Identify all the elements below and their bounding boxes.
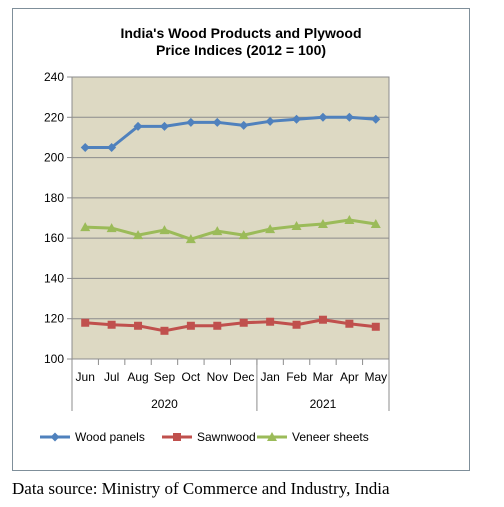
data-point-veneer-sheets [133, 230, 144, 240]
x-tick-label: Nov [207, 370, 228, 384]
legend-marker [50, 432, 60, 442]
data-point-wood-panels [371, 114, 381, 124]
legend-label: Wood panels [75, 430, 145, 444]
y-tick-label: 140 [44, 271, 64, 285]
year-label: 2021 [310, 397, 337, 411]
legend-item-sawnwood: Sawnwood [162, 430, 256, 444]
legend: Wood panels Sawnwood Veneer sheets [40, 430, 369, 444]
series-wood-panels [80, 112, 381, 152]
data-point-wood-panels [133, 121, 143, 131]
x-tick-label: Jun [76, 370, 95, 384]
data-point-veneer-sheets [344, 215, 355, 225]
x-tick-label: Dec [233, 370, 254, 384]
legend-marker [267, 432, 277, 441]
data-point-sawnwood [160, 326, 169, 335]
data-point-sawnwood [266, 317, 275, 326]
y-tick-label: 220 [44, 110, 64, 124]
data-point-wood-panels [318, 112, 328, 122]
data-point-veneer-sheets [80, 222, 91, 232]
data-source-note: Data source: Ministry of Commerce and In… [12, 479, 390, 498]
y-tick-label: 200 [44, 151, 64, 165]
legend-marker [173, 433, 181, 441]
data-point-wood-panels [239, 120, 249, 130]
legend-item-wood-panels: Wood panels [40, 430, 145, 444]
series-sawnwood [81, 315, 380, 335]
x-tick-label: Apr [340, 370, 359, 384]
data-point-veneer-sheets [185, 234, 196, 244]
x-tick-label: May [364, 370, 387, 384]
series-lines [80, 112, 381, 335]
data-point-veneer-sheets [106, 223, 117, 233]
data-point-sawnwood [371, 322, 380, 331]
chart-title: India's Wood Products and Plywood Price … [120, 25, 362, 58]
data-point-wood-panels [292, 114, 302, 124]
y-tick-label: 100 [44, 352, 64, 366]
data-point-wood-panels [80, 143, 90, 152]
data-point-veneer-sheets [265, 224, 276, 234]
data-point-sawnwood [213, 321, 222, 330]
data-point-wood-panels [212, 117, 222, 127]
data-point-wood-panels [107, 143, 117, 152]
data-point-wood-panels [344, 112, 354, 122]
series-veneer-sheets [80, 215, 381, 244]
x-tick-label: Jul [104, 370, 119, 384]
axes: 100 120 140 160 180 200 220 240 Jun Jul Aug Sep Oct N… [44, 70, 390, 411]
y-tick-label: 180 [44, 191, 64, 205]
x-tick-label: Mar [313, 370, 334, 384]
data-point-veneer-sheets [159, 225, 170, 235]
data-point-sawnwood [186, 321, 195, 330]
x-tick-label: Oct [182, 370, 201, 384]
data-point-sawnwood [81, 318, 90, 327]
x-tick-label: Sep [154, 370, 176, 384]
data-point-sawnwood [345, 319, 354, 328]
data-point-veneer-sheets [291, 221, 302, 231]
x-tick-label: Aug [127, 370, 148, 384]
data-point-veneer-sheets [212, 226, 223, 236]
data-point-veneer-sheets [238, 230, 249, 240]
data-point-sawnwood [239, 318, 248, 327]
data-point-sawnwood [107, 320, 116, 329]
series-line-veneer-sheets [85, 218, 377, 241]
legend-item-veneer-sheets: Veneer sheets [257, 430, 369, 444]
data-point-sawnwood [318, 315, 327, 324]
x-tick-label: Jan [260, 370, 279, 384]
data-point-veneer-sheets [317, 219, 328, 229]
plot-area [71, 76, 390, 360]
legend-label: Sawnwood [197, 430, 256, 444]
legend-label: Veneer sheets [292, 430, 369, 444]
y-tick-label: 240 [44, 70, 64, 84]
series-line-sawnwood [85, 318, 376, 333]
y-tick-label: 160 [44, 231, 64, 245]
year-label: 2020 [151, 397, 178, 411]
y-tick-label: 120 [44, 312, 64, 326]
data-point-sawnwood [292, 320, 301, 329]
data-point-veneer-sheets [370, 219, 381, 229]
data-point-wood-panels [159, 121, 169, 131]
data-point-wood-panels [186, 117, 196, 127]
data-point-wood-panels [265, 116, 275, 126]
x-tick-label: Feb [286, 370, 307, 384]
data-point-sawnwood [134, 321, 143, 330]
